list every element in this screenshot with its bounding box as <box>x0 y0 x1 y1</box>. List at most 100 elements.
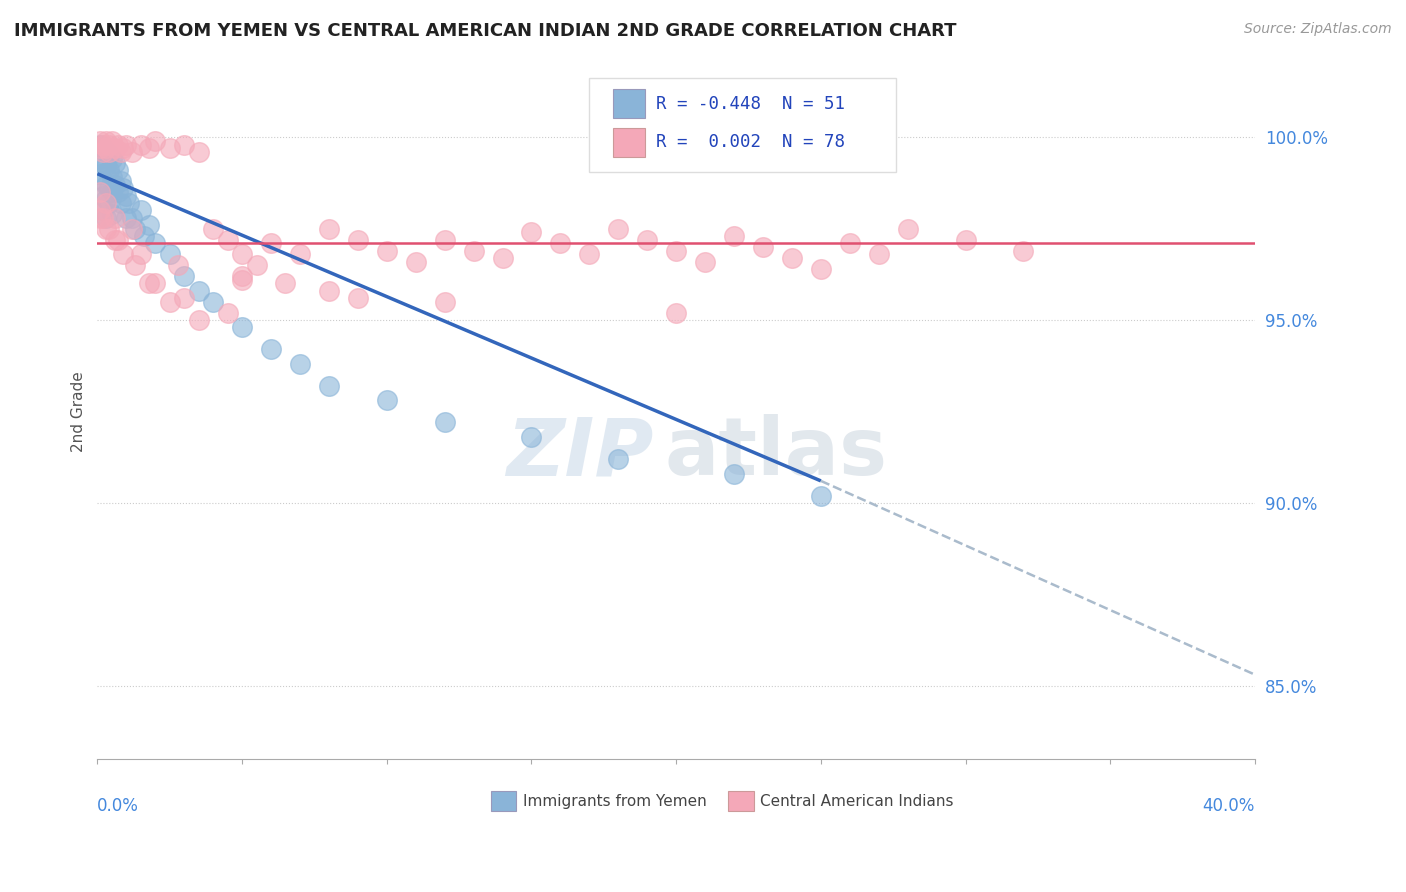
Text: R = -0.448  N = 51: R = -0.448 N = 51 <box>657 95 845 113</box>
Point <box>288 247 311 261</box>
Point <box>231 247 253 261</box>
Point <box>520 225 543 239</box>
Text: Immigrants from Yemen: Immigrants from Yemen <box>523 794 707 809</box>
Point <box>104 178 127 192</box>
Point <box>187 313 209 327</box>
Point <box>89 141 111 155</box>
Point <box>138 141 160 155</box>
Point <box>101 134 124 148</box>
Point <box>433 416 456 430</box>
Bar <box>613 128 645 157</box>
Point <box>375 244 398 258</box>
Point <box>143 236 166 251</box>
Text: R =  0.002  N = 78: R = 0.002 N = 78 <box>657 133 845 152</box>
Point <box>187 145 209 159</box>
Point <box>112 181 135 195</box>
Bar <box>613 89 645 119</box>
Point <box>695 254 717 268</box>
Text: ZIP: ZIP <box>506 414 652 492</box>
Text: 40.0%: 40.0% <box>1202 797 1256 815</box>
Point <box>101 185 124 199</box>
Point <box>132 228 155 243</box>
Point <box>159 247 181 261</box>
Point <box>89 152 111 166</box>
Point <box>89 185 111 199</box>
Point <box>143 277 166 291</box>
Point <box>433 233 456 247</box>
Point <box>97 196 120 211</box>
Bar <box>728 791 754 811</box>
Point <box>260 343 283 357</box>
Point <box>173 269 195 284</box>
Point <box>288 357 311 371</box>
Point <box>780 251 803 265</box>
Text: atlas: atlas <box>665 414 887 492</box>
Point <box>167 258 190 272</box>
Text: IMMIGRANTS FROM YEMEN VS CENTRAL AMERICAN INDIAN 2ND GRADE CORRELATION CHART: IMMIGRANTS FROM YEMEN VS CENTRAL AMERICA… <box>14 22 956 40</box>
Point <box>129 203 152 218</box>
Point <box>89 211 111 225</box>
Point <box>89 134 111 148</box>
Point <box>101 207 124 221</box>
Point <box>97 163 120 178</box>
Point <box>318 221 340 235</box>
Point <box>121 211 143 225</box>
Text: Source: ZipAtlas.com: Source: ZipAtlas.com <box>1244 22 1392 37</box>
Point <box>245 258 267 272</box>
Point <box>1012 244 1035 258</box>
Point <box>101 152 124 166</box>
Point <box>107 163 129 178</box>
Point <box>433 294 456 309</box>
Point <box>115 137 138 152</box>
Point <box>143 134 166 148</box>
Point <box>94 192 117 206</box>
Point <box>110 196 132 211</box>
Point <box>159 294 181 309</box>
Point <box>91 141 114 155</box>
Point <box>217 233 239 247</box>
Point <box>110 174 132 188</box>
Point <box>520 430 543 444</box>
Y-axis label: 2nd Grade: 2nd Grade <box>72 371 86 451</box>
Point <box>94 196 117 211</box>
Point <box>346 233 368 247</box>
Point <box>91 155 114 169</box>
Point <box>868 247 890 261</box>
Point <box>112 247 135 261</box>
Point <box>104 155 127 169</box>
Point <box>124 221 146 235</box>
Point <box>107 233 129 247</box>
Point <box>129 137 152 152</box>
Point <box>187 284 209 298</box>
Point <box>94 160 117 174</box>
Point <box>723 228 745 243</box>
Point <box>107 137 129 152</box>
Point <box>89 167 111 181</box>
Point <box>91 203 114 218</box>
Point <box>101 170 124 185</box>
Point <box>578 247 600 261</box>
Point <box>810 261 832 276</box>
Point <box>231 269 253 284</box>
Point <box>91 145 114 159</box>
Point <box>89 137 111 152</box>
Point <box>607 452 630 467</box>
Text: 0.0%: 0.0% <box>97 797 139 815</box>
Point <box>138 218 160 232</box>
Point <box>231 320 253 334</box>
Point <box>94 145 117 159</box>
Point <box>97 221 120 235</box>
Point <box>118 196 141 211</box>
Point <box>463 244 485 258</box>
Point <box>636 233 658 247</box>
Point <box>115 188 138 202</box>
Point <box>97 181 120 195</box>
Point <box>375 393 398 408</box>
Point <box>94 178 117 192</box>
Point <box>94 134 117 148</box>
Point <box>318 379 340 393</box>
Point <box>112 141 135 155</box>
Text: Central American Indians: Central American Indians <box>759 794 953 809</box>
Point <box>110 145 132 159</box>
Point <box>202 221 225 235</box>
